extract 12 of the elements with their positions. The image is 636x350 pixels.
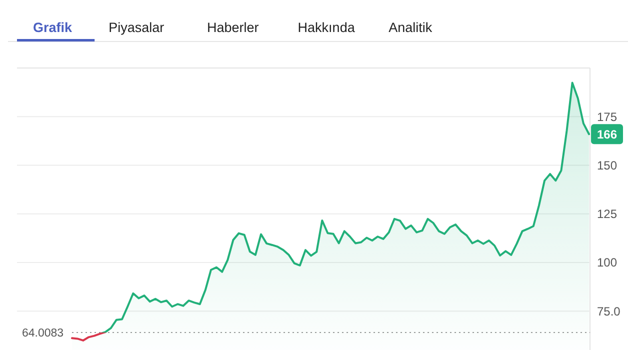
y-tick-label: 175 <box>597 110 618 124</box>
text: Analitik <box>388 20 432 35</box>
y-tick-label: 75.0 <box>597 304 621 318</box>
text: Haberler <box>207 20 260 35</box>
text: Hakkında <box>298 20 356 35</box>
text: Grafik <box>33 20 73 35</box>
y-tick-label: 125 <box>597 207 618 222</box>
annotation: 166 <box>596 127 618 142</box>
y-tick-label: 150 <box>597 158 618 172</box>
y-tick-label: 100 <box>597 256 618 270</box>
text: Piyasalar <box>108 20 165 35</box>
ref-line-label: 64.0083 <box>22 328 64 340</box>
